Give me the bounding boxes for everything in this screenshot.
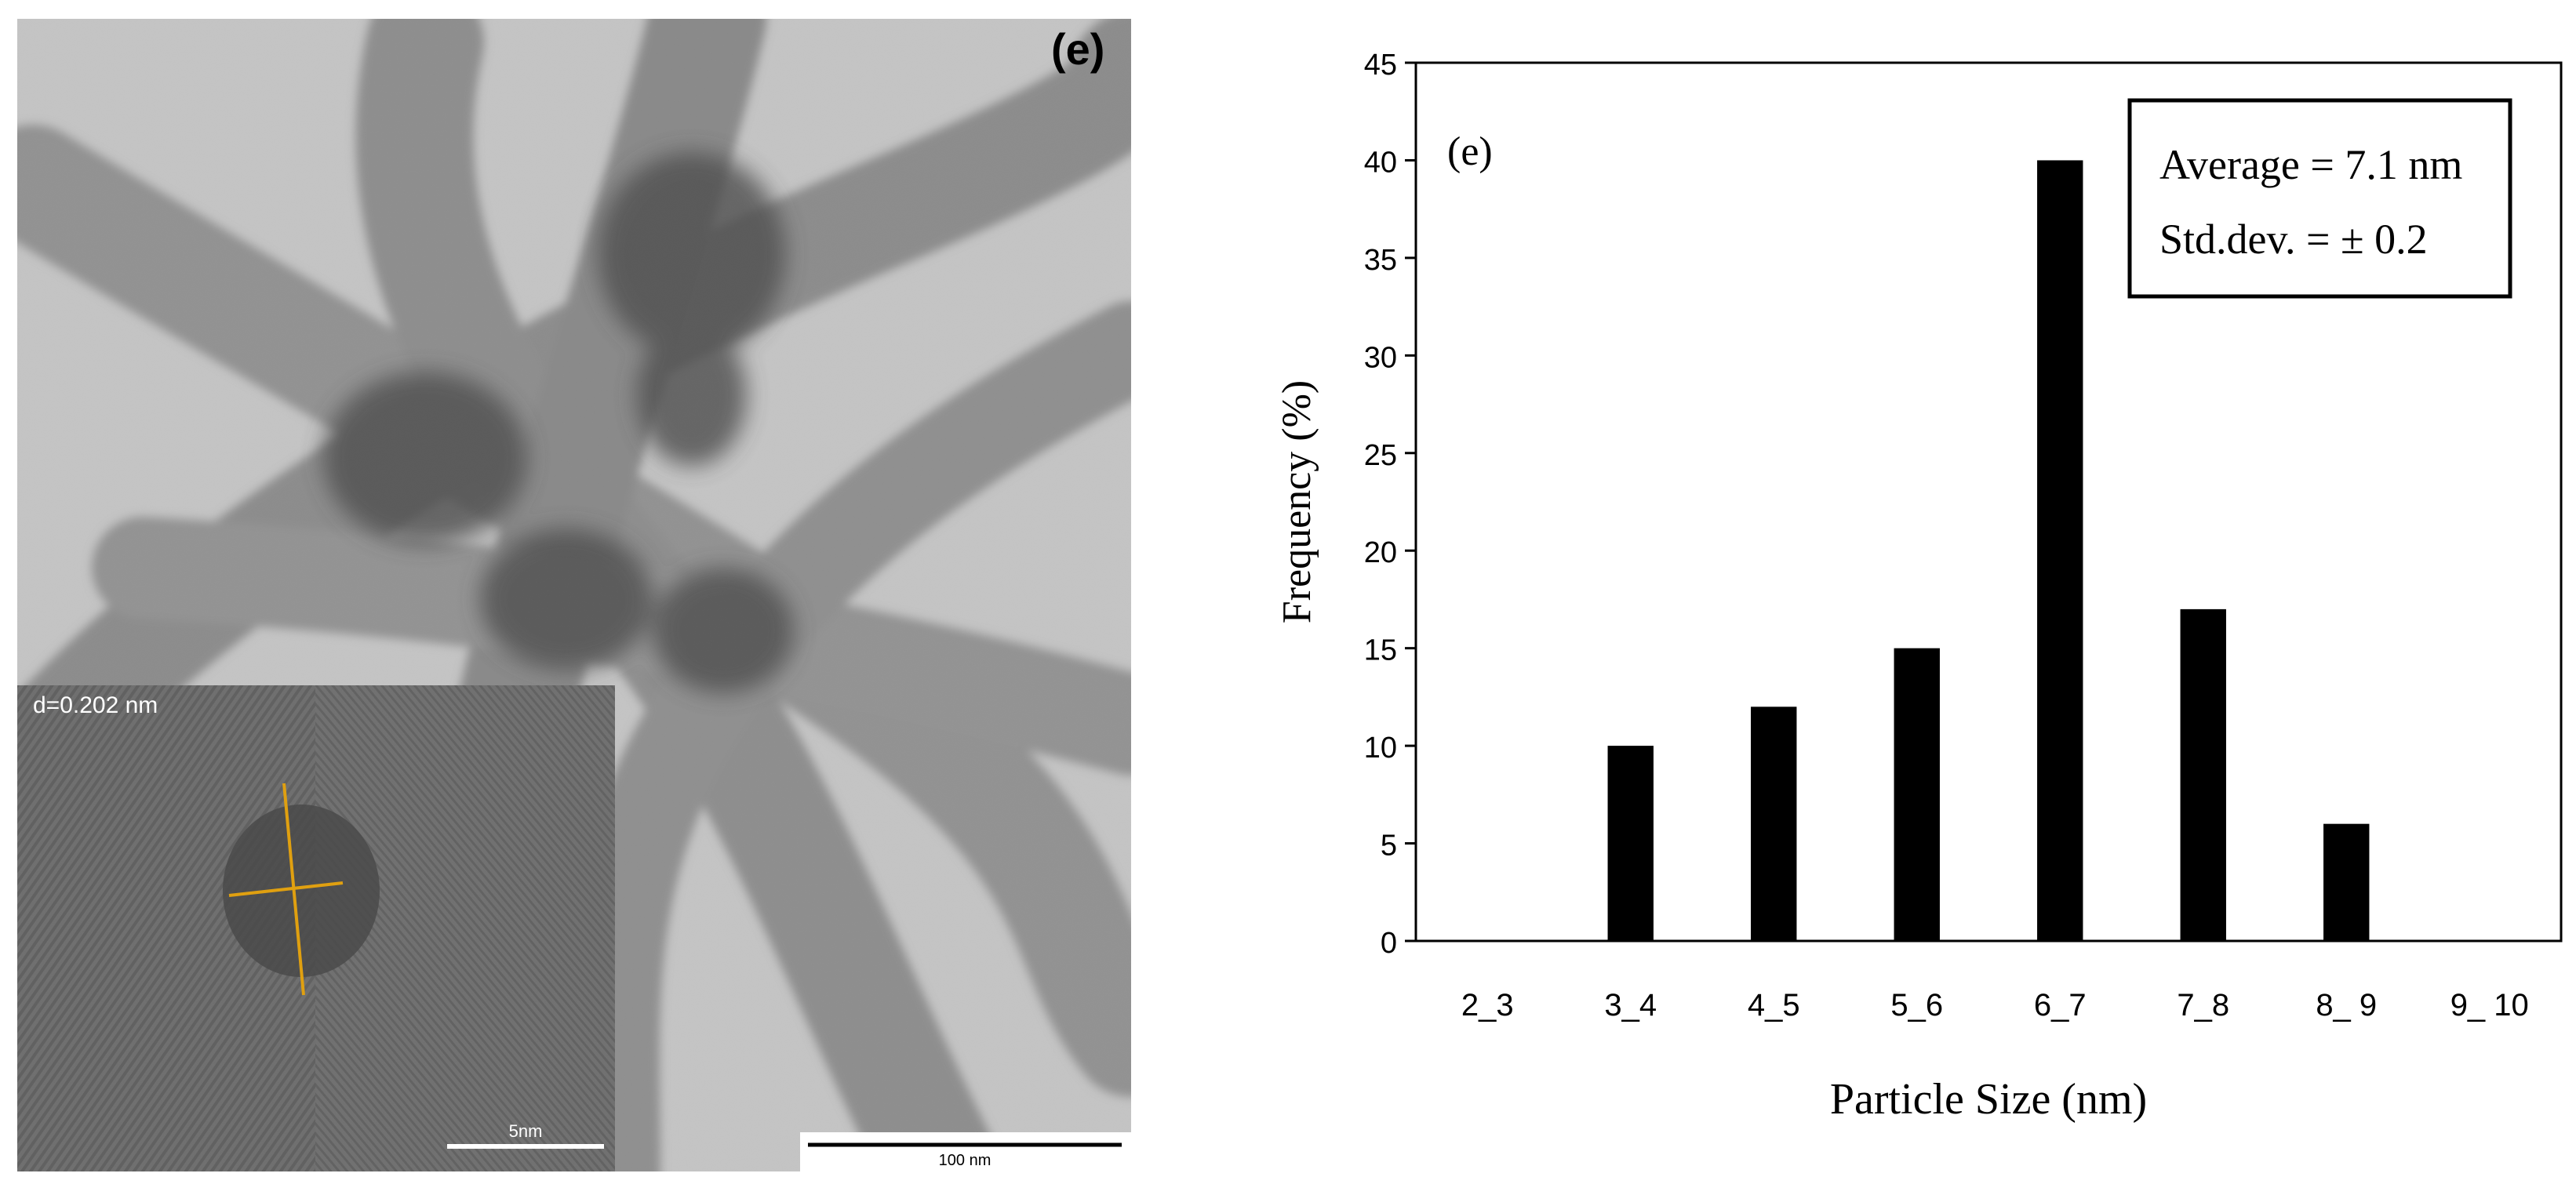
tem-panel-label: (e) bbox=[1051, 24, 1104, 74]
inset-d-spacing-label: d=0.202 nm bbox=[33, 692, 158, 718]
scale-label: 100 nm bbox=[939, 1152, 991, 1169]
x-tick-label: 4_5 bbox=[1748, 988, 1800, 1022]
lattice-measure-line bbox=[228, 881, 344, 897]
plot-area-frame bbox=[1414, 61, 2563, 943]
particle-size-histogram: 0 5 10 15 20 25 30 35 40 45 2_3 3_4 4_5 5_6 6_7 7_8 8_ 9… bbox=[1275, 49, 2563, 1124]
x-axis-label: Particle Size (nm) bbox=[1830, 1075, 2147, 1124]
x-tick-label: 7_8 bbox=[2177, 988, 2229, 1022]
bar-5_6 bbox=[1894, 648, 1940, 941]
y-tick-label: 30 bbox=[1364, 341, 1397, 374]
inset-scale-label: 5nm bbox=[509, 1121, 543, 1141]
y-tick-label: 25 bbox=[1364, 439, 1397, 472]
main-scale-bar: 100 nm bbox=[800, 1132, 1131, 1171]
bar-6_7 bbox=[2037, 160, 2083, 941]
bar-8_9 bbox=[2323, 823, 2370, 941]
tem-micrograph: (e) d=0.202 nm 5nm 100 nm bbox=[17, 19, 1131, 1171]
y-tick-label: 35 bbox=[1364, 244, 1397, 277]
y-tick-label: 5 bbox=[1381, 830, 1397, 863]
y-tick-label: 40 bbox=[1364, 146, 1397, 179]
x-tick-label: 3_4 bbox=[1604, 988, 1657, 1022]
x-tick-label: 8_ 9 bbox=[2316, 988, 2377, 1022]
x-tick-label: 2_3 bbox=[1461, 988, 1514, 1022]
y-tick-label: 20 bbox=[1364, 536, 1397, 569]
bar-7_8 bbox=[2180, 608, 2226, 941]
x-tick-label: 9_ 10 bbox=[2450, 988, 2529, 1022]
stats-annotation-box: Average = 7.1 nm Std.dev. = ± 0.2 bbox=[2127, 98, 2512, 299]
chart-panel-label: (e) bbox=[1447, 129, 1493, 174]
x-tick-label: 6_7 bbox=[2034, 988, 2087, 1022]
y-tick-label: 10 bbox=[1364, 732, 1397, 765]
y-tick-label: 45 bbox=[1364, 49, 1397, 82]
nanoparticle bbox=[223, 805, 380, 977]
x-tick-label: 5_6 bbox=[1890, 988, 1943, 1022]
y-axis-label: Frequency (%) bbox=[1275, 380, 1319, 623]
bar-3_4 bbox=[1607, 746, 1654, 941]
annotation-stddev: Std.dev. = ± 0.2 bbox=[2159, 216, 2428, 263]
bar-4_5 bbox=[1751, 706, 1797, 941]
y-tick-label: 15 bbox=[1364, 634, 1397, 667]
annotation-average: Average = 7.1 nm bbox=[2159, 141, 2462, 188]
y-tick-label: 0 bbox=[1381, 927, 1397, 960]
hrtem-inset: d=0.202 nm 5nm bbox=[17, 685, 615, 1171]
